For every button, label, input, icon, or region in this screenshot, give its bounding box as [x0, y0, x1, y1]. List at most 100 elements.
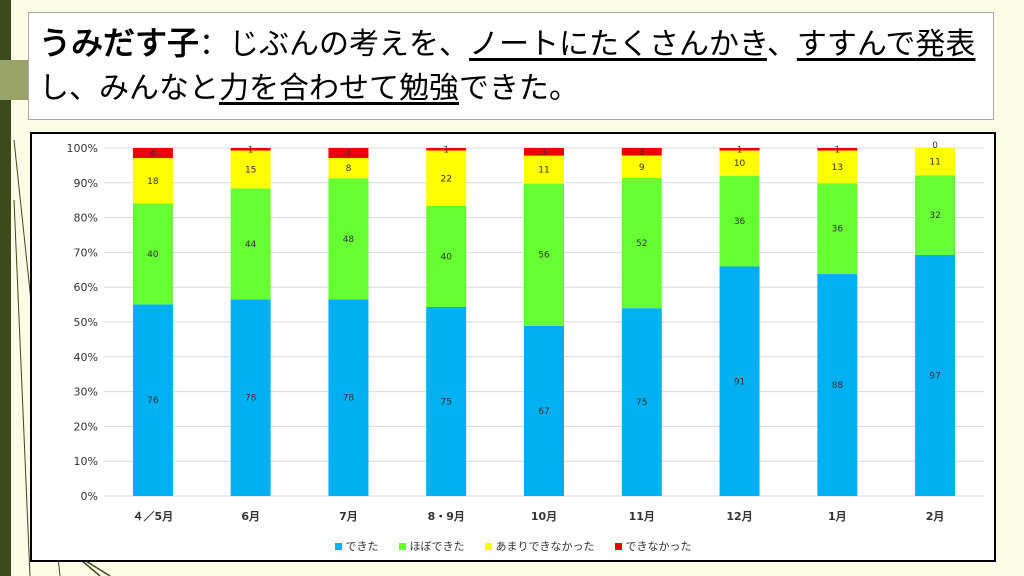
- legend-item: ほぼできた: [398, 538, 465, 554]
- data-label: 78: [245, 394, 257, 404]
- decorative-sidebar-tab: [0, 60, 30, 100]
- chart-container: 0% 10% 20% 30% 40% 50% 60% 70% 80% 90% 100% 76 40 18 4…: [30, 132, 996, 562]
- data-label: 22: [440, 174, 451, 184]
- data-label: 36: [734, 217, 746, 227]
- data-label: 78: [343, 394, 355, 404]
- x-tick-label: ４／5月: [133, 510, 174, 523]
- decorative-sidebar-bar: [0, 0, 11, 576]
- data-label: 1: [443, 145, 449, 155]
- title-segment: 力を合わせて: [219, 71, 399, 106]
- bar-segment: [132, 203, 173, 305]
- x-tick-label: 6月: [241, 510, 260, 523]
- data-label: 0: [932, 141, 938, 151]
- legend-item: できなかった: [614, 538, 692, 554]
- title-segment: ノートにたくさんかき: [469, 27, 767, 62]
- bar-segment: [328, 148, 369, 159]
- legend-label: できなかった: [625, 540, 692, 553]
- data-label: 36: [832, 225, 844, 235]
- bar-segment: [915, 148, 956, 176]
- x-tick-label: 11月: [629, 510, 655, 523]
- data-label: 13: [832, 163, 843, 173]
- title-line-2: し、みんなと力を合わせて勉強できた。: [39, 67, 983, 111]
- data-label: 1: [248, 145, 254, 155]
- title-segment: ：じぶんの考えを、: [199, 27, 470, 62]
- x-tick-label: 1月: [828, 510, 847, 523]
- stacked-bar-chart: 0%10%20%30%40%50%60%70%80%90%100%7640184…: [67, 141, 984, 523]
- bar-segment: [915, 175, 956, 255]
- y-tick-label: 50%: [74, 316, 98, 329]
- bar-segment: [230, 148, 271, 151]
- bar-segment: [524, 183, 564, 326]
- bar-segment: [426, 306, 467, 496]
- data-label: 76: [147, 396, 159, 406]
- bar-segment: [817, 148, 858, 151]
- y-tick-label: 10%: [74, 455, 98, 468]
- bar-segment: [621, 155, 662, 179]
- data-label: 67: [538, 407, 549, 417]
- data-label: 4: [150, 149, 156, 159]
- bar-segment: [817, 274, 858, 496]
- bar-segment: [915, 254, 956, 496]
- bar-segment: [426, 150, 467, 206]
- bar-segment: [719, 175, 760, 267]
- data-label: 1: [737, 145, 743, 155]
- data-label: 40: [147, 250, 159, 260]
- legend-label: あまりできなかった: [495, 540, 595, 553]
- bar-segment: [230, 188, 271, 300]
- bar-segment: [132, 304, 173, 496]
- x-tick-label: 8・9月: [428, 510, 465, 523]
- legend-swatch: [398, 542, 406, 550]
- y-tick-label: 80%: [74, 212, 98, 225]
- x-tick-label: 12月: [726, 510, 752, 523]
- data-label: 88: [832, 381, 844, 391]
- data-label: 56: [538, 251, 550, 261]
- legend-item: できた: [334, 538, 379, 554]
- bar-segment: [621, 178, 662, 309]
- x-tick-label: 10月: [531, 510, 557, 523]
- title-line-1: うみだす子：じぶんの考えを、ノートにたくさんかき、すすんで発表: [39, 21, 983, 67]
- y-tick-label: 20%: [74, 420, 98, 433]
- legend-swatch: [334, 542, 342, 550]
- data-label: 75: [636, 398, 647, 408]
- bar-segment: [230, 299, 271, 496]
- title-segment: 、: [766, 27, 797, 62]
- bar-segment: [328, 299, 369, 496]
- data-label: 48: [343, 235, 355, 245]
- bar-segment: [524, 155, 564, 184]
- title-box: うみだす子：じぶんの考えを、ノートにたくさんかき、すすんで発表 し、みんなと力を…: [28, 12, 994, 120]
- legend-swatch: [614, 542, 622, 550]
- y-tick-label: 90%: [74, 177, 98, 190]
- bar-segment: [524, 148, 564, 156]
- bar-segment: [328, 158, 369, 179]
- legend-label: できた: [345, 540, 379, 553]
- chart-legend: できた ほぼできた あまりできなかった できなかった: [32, 537, 994, 555]
- bar-segment: [719, 148, 760, 151]
- data-label: 11: [929, 158, 940, 168]
- x-tick-label: 7月: [339, 510, 358, 523]
- y-tick-label: 30%: [74, 386, 98, 399]
- y-tick-label: 40%: [74, 351, 98, 364]
- y-tick-label: 100%: [67, 142, 98, 155]
- data-label: 97: [929, 371, 940, 381]
- data-label: 32: [929, 211, 940, 221]
- x-tick-label: 2月: [926, 510, 945, 523]
- data-label: 4: [346, 149, 352, 159]
- y-tick-label: 70%: [74, 246, 98, 259]
- bar-segment: [524, 325, 564, 496]
- title-segment: 勉強: [399, 71, 459, 106]
- bar-segment: [132, 148, 173, 159]
- legend-label: ほぼできた: [409, 540, 465, 553]
- legend-item: あまりできなかった: [484, 538, 595, 554]
- data-label: 18: [147, 177, 159, 187]
- bar-segment: [621, 308, 662, 496]
- title-segment: できた。: [459, 71, 579, 106]
- bar-segment: [719, 266, 760, 496]
- data-label: 3: [541, 148, 547, 158]
- bar-segment: [817, 183, 858, 275]
- bar-segment: [817, 150, 858, 184]
- data-label: 15: [245, 165, 256, 175]
- title-segment: 発表: [915, 27, 976, 62]
- y-tick-label: 60%: [74, 281, 98, 294]
- data-label: 91: [734, 377, 745, 387]
- data-label: 3: [639, 148, 645, 158]
